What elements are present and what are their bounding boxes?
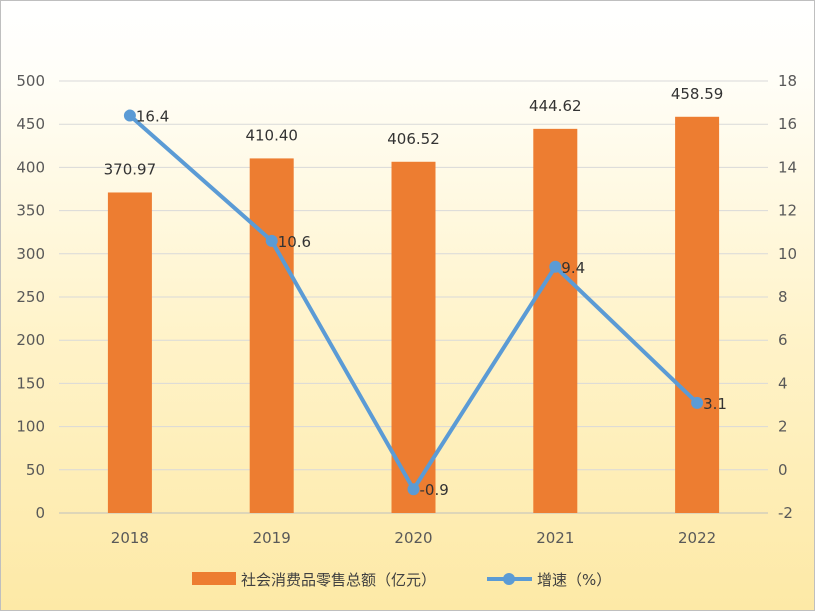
y-left-tick-label: 200 [16, 331, 45, 349]
y-right-tick-label: 14 [778, 158, 797, 176]
line-point [549, 260, 562, 273]
bar [533, 128, 578, 513]
bar [391, 161, 436, 513]
y-right-tick-label: 16 [778, 115, 797, 133]
y-right-tick-label: 18 [778, 72, 797, 90]
x-tick-label: 2020 [394, 529, 432, 547]
bar-data-label: 444.62 [529, 97, 582, 115]
x-tick-label: 2021 [536, 529, 574, 547]
y-right-tick-label: 6 [778, 331, 788, 349]
line-point [123, 109, 136, 122]
y-left-tick-label: 400 [16, 158, 45, 176]
y-left-tick-label: 350 [16, 202, 45, 220]
y-right-tick-label: -2 [778, 504, 793, 522]
x-tick-label: 2018 [111, 529, 149, 547]
line-data-label: 9.4 [561, 259, 585, 277]
legend-line-marker [503, 573, 515, 585]
y-left-tick-label: 450 [16, 115, 45, 133]
line-point [407, 483, 420, 496]
bar [107, 192, 152, 513]
line-point [691, 396, 704, 409]
y-left-tick-label: 100 [16, 418, 45, 436]
bar-data-label: 406.52 [387, 130, 440, 148]
y-right-tick-label: 10 [778, 245, 797, 263]
bar [249, 158, 294, 513]
line-data-label: 3.1 [703, 395, 727, 413]
y-left-tick-label: 300 [16, 245, 45, 263]
line-data-label: -0.9 [420, 481, 449, 499]
y-left-tick-label: 50 [26, 461, 45, 479]
y-right-tick-label: 12 [778, 202, 797, 220]
x-tick-label: 2019 [253, 529, 291, 547]
y-left-tick-label: 0 [35, 504, 45, 522]
legend-line-label: 增速（%） [537, 571, 611, 589]
y-right-tick-label: 4 [778, 374, 788, 392]
line-point [265, 234, 278, 247]
bar-data-label: 410.40 [245, 126, 298, 144]
y-right-tick-label: 0 [778, 461, 788, 479]
bar-data-label: 370.97 [104, 160, 157, 178]
line-data-label: 16.4 [136, 108, 169, 126]
y-left-tick-label: 500 [16, 72, 45, 90]
legend-bar-label: 社会消费品零售总额（亿元） [241, 571, 436, 589]
line-data-label: 10.6 [278, 233, 311, 251]
y-left-tick-label: 250 [16, 288, 45, 306]
y-right-tick-label: 8 [778, 288, 788, 306]
legend-bar-swatch [192, 572, 236, 585]
bar-data-label: 458.59 [671, 85, 724, 103]
x-tick-label: 2022 [678, 529, 716, 547]
y-left-tick-label: 150 [16, 374, 45, 392]
bar [675, 116, 720, 514]
y-right-tick-label: 2 [778, 418, 788, 436]
